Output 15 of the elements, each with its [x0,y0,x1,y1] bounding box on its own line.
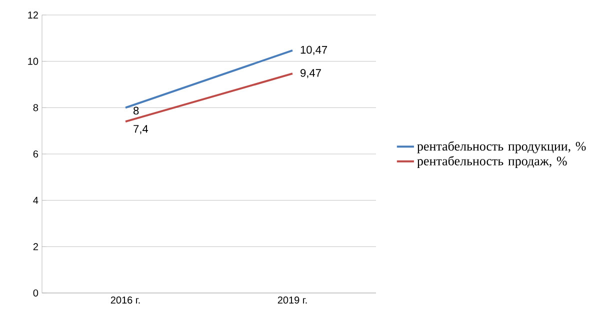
y-tick-label: 12 [28,12,38,18]
y-tick-label: 10 [28,58,38,65]
data-label: 10,47 [300,46,328,55]
data-label: 7,4 [134,125,148,134]
x-tick-label: 2016 г. [110,296,140,304]
x-tick-label: 2019 г. [278,296,307,304]
y-tick-label: 2 [33,243,38,250]
legend-label: рентабельность продукции, % [417,141,586,154]
legend-label: рентабельность продаж, % [417,156,567,168]
y-tick-label: 8 [33,104,38,112]
data-label: 9,47 [300,69,321,78]
data-label: 8 [134,106,139,115]
y-tick-label: 6 [33,150,38,158]
y-tick-label: 4 [33,196,38,204]
y-tick-label: 0 [33,289,38,297]
